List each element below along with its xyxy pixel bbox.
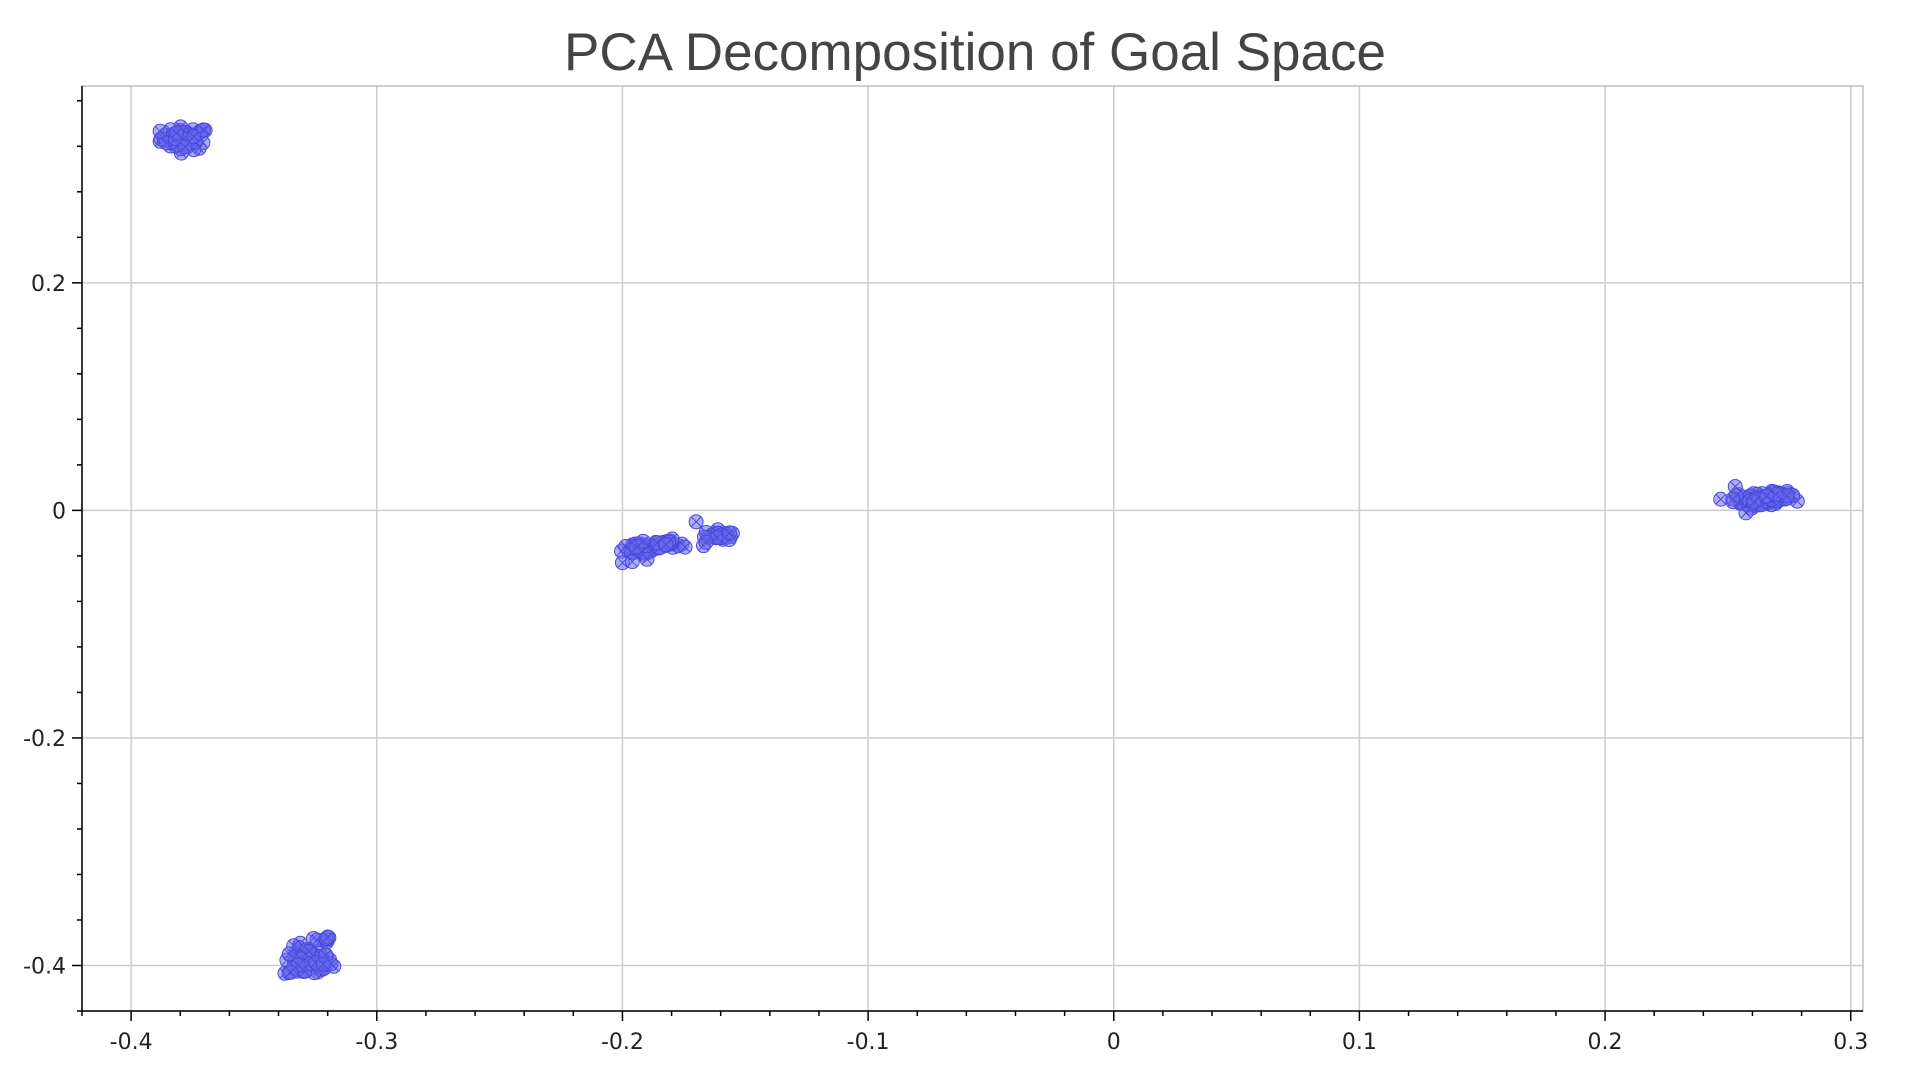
x-tick-label: -0.4 bbox=[110, 1030, 153, 1055]
data-point bbox=[677, 539, 693, 555]
data-point bbox=[1758, 488, 1774, 504]
data-point bbox=[1727, 478, 1743, 494]
data-point bbox=[169, 125, 185, 141]
data-point bbox=[1725, 491, 1741, 507]
data-point bbox=[688, 514, 704, 530]
data-point bbox=[186, 129, 202, 145]
axes: -0.4 -0.3 -0.2 -0.1 0 0.1 0.2 0.3 -0.4 -0.2 0 0.2 bbox=[23, 86, 1868, 1055]
x-tick-label: -0.3 bbox=[355, 1030, 398, 1055]
x-tick-label: 0 bbox=[1107, 1030, 1121, 1055]
grid-lines bbox=[82, 86, 1863, 1011]
data-point bbox=[639, 551, 655, 567]
data-point bbox=[283, 964, 299, 980]
data-point bbox=[635, 533, 651, 549]
x-tick-label: 0.2 bbox=[1588, 1030, 1623, 1055]
data-point bbox=[315, 956, 331, 972]
data-point bbox=[698, 534, 714, 550]
plot-frame bbox=[81, 85, 1864, 1012]
y-tick-label: 0 bbox=[52, 499, 66, 524]
data-point bbox=[320, 929, 336, 945]
x-tick-label: 0.3 bbox=[1833, 1030, 1868, 1055]
data-point bbox=[1713, 491, 1729, 507]
y-tick-label: 0.2 bbox=[31, 272, 66, 297]
x-tick-label: -0.2 bbox=[601, 1030, 644, 1055]
y-tick-label: -0.4 bbox=[23, 954, 66, 979]
x-tick-label: -0.1 bbox=[847, 1030, 890, 1055]
data-point bbox=[721, 525, 737, 541]
data-point bbox=[177, 139, 193, 155]
chart-title: PCA Decomposition of Goal Space bbox=[564, 23, 1386, 82]
data-point bbox=[658, 536, 674, 552]
data-point bbox=[281, 946, 297, 962]
data-point bbox=[624, 554, 640, 570]
x-tick-label: 0.1 bbox=[1342, 1030, 1377, 1055]
data-point bbox=[152, 123, 168, 139]
y-tick-label: -0.2 bbox=[23, 727, 66, 752]
data-points bbox=[152, 119, 1805, 981]
